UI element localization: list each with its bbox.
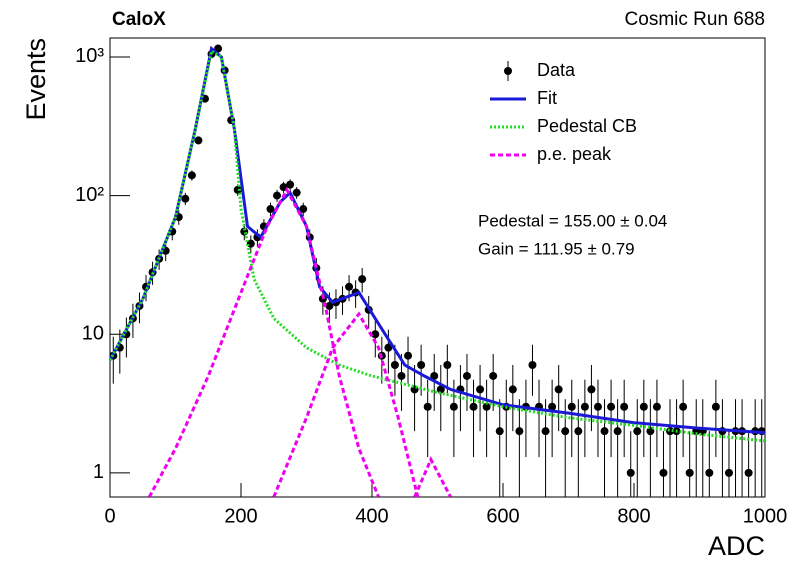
data-point bbox=[685, 468, 694, 477]
data-point bbox=[325, 301, 334, 310]
data-point bbox=[607, 402, 616, 411]
legend-label: Data bbox=[537, 60, 576, 80]
data-point bbox=[423, 402, 432, 411]
data-point bbox=[469, 402, 478, 411]
x-tick-label: 1000 bbox=[743, 505, 788, 527]
data-point bbox=[233, 185, 242, 194]
data-point bbox=[443, 361, 452, 370]
data-point bbox=[600, 427, 609, 436]
x-tick-label: 600 bbox=[486, 505, 519, 527]
data-point bbox=[390, 361, 399, 370]
data-point bbox=[279, 183, 288, 192]
x-tick-label: 200 bbox=[224, 505, 257, 527]
data-point bbox=[711, 402, 720, 411]
data-point bbox=[436, 385, 445, 394]
data-point bbox=[705, 468, 714, 477]
data-point bbox=[299, 205, 308, 214]
data-point bbox=[724, 468, 733, 477]
chart-title: CaloX bbox=[112, 9, 166, 30]
y-tick-label: 1 bbox=[93, 461, 104, 483]
y-tick-label: 10³ bbox=[75, 45, 104, 67]
data-point bbox=[574, 427, 583, 436]
data-point bbox=[417, 361, 426, 370]
data-point bbox=[462, 371, 471, 380]
data-point bbox=[659, 468, 668, 477]
data-point bbox=[345, 282, 354, 291]
data-point bbox=[744, 468, 753, 477]
data-point bbox=[489, 371, 498, 380]
plot-frame bbox=[109, 37, 766, 498]
data-point bbox=[476, 385, 485, 394]
legend-marker bbox=[504, 67, 512, 75]
data-point bbox=[567, 402, 576, 411]
x-axis-label: ADC bbox=[708, 531, 765, 561]
data-point bbox=[384, 343, 393, 352]
data-point bbox=[286, 180, 295, 189]
data-point bbox=[404, 351, 413, 360]
data-point bbox=[593, 402, 602, 411]
data-point bbox=[528, 361, 537, 370]
data-point bbox=[397, 371, 406, 380]
y-axis-label: Events bbox=[21, 38, 51, 121]
data-point bbox=[587, 385, 596, 394]
data-point bbox=[580, 402, 589, 411]
x-tick-label: 800 bbox=[617, 505, 650, 527]
fit-curve bbox=[147, 186, 452, 497]
data-point bbox=[194, 136, 203, 145]
data-point bbox=[266, 205, 275, 214]
data-point bbox=[508, 385, 517, 394]
data-point bbox=[358, 275, 367, 284]
data-point bbox=[292, 188, 301, 197]
annotation: Pedestal = 155.00 ± 0.04 bbox=[478, 211, 667, 230]
data-point bbox=[620, 402, 629, 411]
y-tick-label: 10 bbox=[82, 323, 104, 345]
data-point bbox=[515, 427, 524, 436]
data-point bbox=[613, 427, 622, 436]
data-point bbox=[652, 402, 661, 411]
data-point bbox=[430, 371, 439, 380]
data-point bbox=[541, 427, 550, 436]
data-point bbox=[548, 402, 557, 411]
data-point bbox=[633, 427, 642, 436]
data-point bbox=[495, 427, 504, 436]
data-point bbox=[273, 191, 282, 200]
data-point bbox=[679, 402, 688, 411]
legend-label: Fit bbox=[537, 88, 557, 108]
y-tick-label: 10² bbox=[75, 184, 104, 206]
x-tick-label: 400 bbox=[355, 505, 388, 527]
legend-label: Pedestal CB bbox=[537, 116, 637, 136]
data-point bbox=[482, 402, 491, 411]
data-point bbox=[449, 402, 458, 411]
legend-label: p.e. peak bbox=[537, 144, 612, 164]
data-point bbox=[626, 468, 635, 477]
annotation: Gain = 111.95 ± 0.79 bbox=[478, 239, 635, 258]
data-point bbox=[181, 194, 190, 203]
data-point bbox=[187, 171, 196, 180]
fit-curve bbox=[110, 48, 765, 443]
data-point bbox=[371, 330, 380, 339]
chart-subtitle: Cosmic Run 688 bbox=[625, 9, 765, 30]
x-tick-label: 0 bbox=[104, 505, 115, 527]
data-point bbox=[561, 427, 570, 436]
data-point bbox=[554, 385, 563, 394]
data-point bbox=[639, 402, 648, 411]
